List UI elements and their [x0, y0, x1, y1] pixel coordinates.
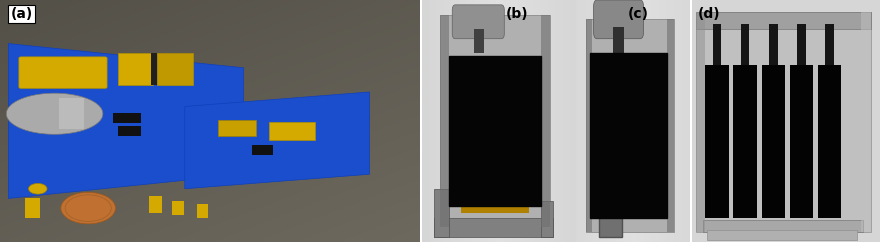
- Bar: [797, 24, 806, 68]
- Bar: [667, 19, 674, 232]
- Bar: [707, 230, 857, 240]
- Bar: [197, 204, 208, 218]
- Polygon shape: [6, 93, 103, 134]
- Bar: [585, 19, 592, 232]
- Bar: [158, 53, 193, 85]
- FancyBboxPatch shape: [452, 5, 504, 39]
- Text: (c): (c): [627, 7, 649, 21]
- Bar: [118, 126, 141, 136]
- Circle shape: [61, 192, 115, 224]
- Text: (a): (a): [11, 7, 33, 21]
- Bar: [26, 198, 40, 218]
- Bar: [114, 113, 141, 123]
- Bar: [789, 65, 813, 218]
- Bar: [862, 12, 870, 232]
- Bar: [696, 12, 705, 232]
- Bar: [703, 220, 863, 232]
- Bar: [612, 27, 624, 53]
- Circle shape: [28, 183, 47, 194]
- FancyBboxPatch shape: [18, 57, 107, 88]
- Bar: [268, 122, 315, 140]
- Bar: [761, 65, 785, 218]
- Bar: [541, 15, 550, 227]
- Bar: [713, 24, 721, 68]
- Polygon shape: [9, 44, 244, 198]
- Bar: [172, 201, 184, 215]
- Bar: [696, 12, 870, 29]
- Bar: [59, 98, 84, 129]
- Bar: [151, 53, 158, 85]
- Bar: [741, 24, 749, 68]
- Bar: [585, 19, 674, 232]
- Bar: [218, 120, 256, 136]
- Bar: [440, 15, 449, 227]
- Bar: [825, 24, 834, 68]
- Bar: [473, 29, 484, 53]
- Polygon shape: [185, 92, 370, 189]
- Bar: [541, 201, 554, 237]
- Bar: [434, 189, 449, 237]
- FancyBboxPatch shape: [593, 0, 643, 39]
- Bar: [818, 65, 841, 218]
- Bar: [434, 218, 554, 237]
- Bar: [769, 24, 778, 68]
- Bar: [149, 196, 163, 213]
- Bar: [440, 15, 550, 227]
- Bar: [252, 145, 273, 155]
- Bar: [733, 65, 757, 218]
- Bar: [705, 65, 729, 218]
- Bar: [590, 53, 667, 218]
- Bar: [461, 198, 529, 213]
- Bar: [599, 213, 622, 237]
- Bar: [118, 53, 153, 85]
- Bar: [449, 56, 541, 206]
- Text: (b): (b): [506, 7, 529, 21]
- Text: (d): (d): [698, 7, 720, 21]
